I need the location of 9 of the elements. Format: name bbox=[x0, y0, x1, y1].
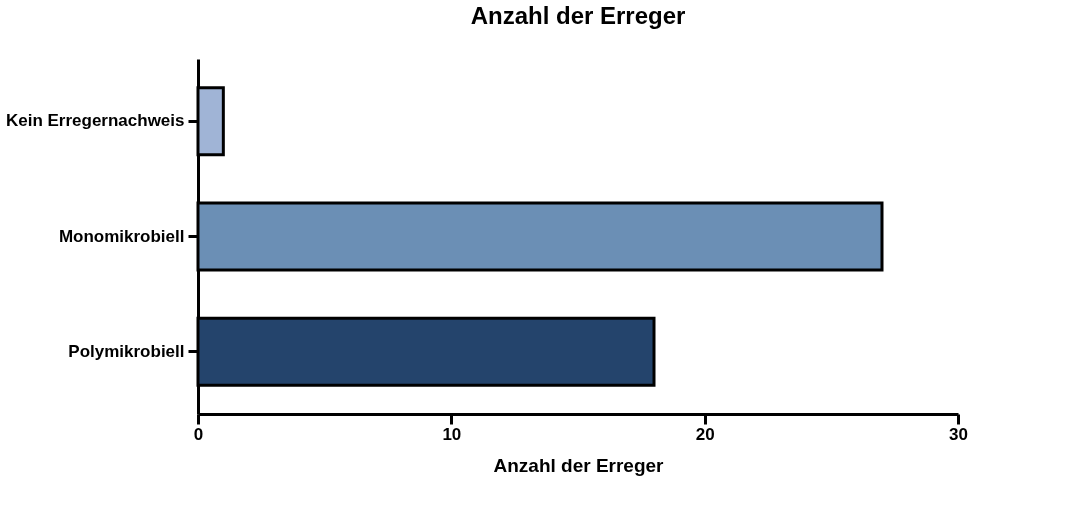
chart-title: Anzahl der Erreger bbox=[470, 2, 686, 29]
x-axis-title: Anzahl der Erreger bbox=[493, 454, 665, 476]
y-tick-label: Monomikrobiell bbox=[58, 226, 185, 246]
y-tick-label: Kein Erregernachweis bbox=[5, 111, 185, 131]
x-tick-label: 30 bbox=[949, 424, 968, 444]
x-tick-label: 10 bbox=[442, 424, 462, 444]
x-tick-label: 0 bbox=[193, 424, 204, 444]
x-tick-label: 20 bbox=[695, 424, 715, 444]
y-tick-label: Polymikrobiell bbox=[68, 341, 185, 361]
